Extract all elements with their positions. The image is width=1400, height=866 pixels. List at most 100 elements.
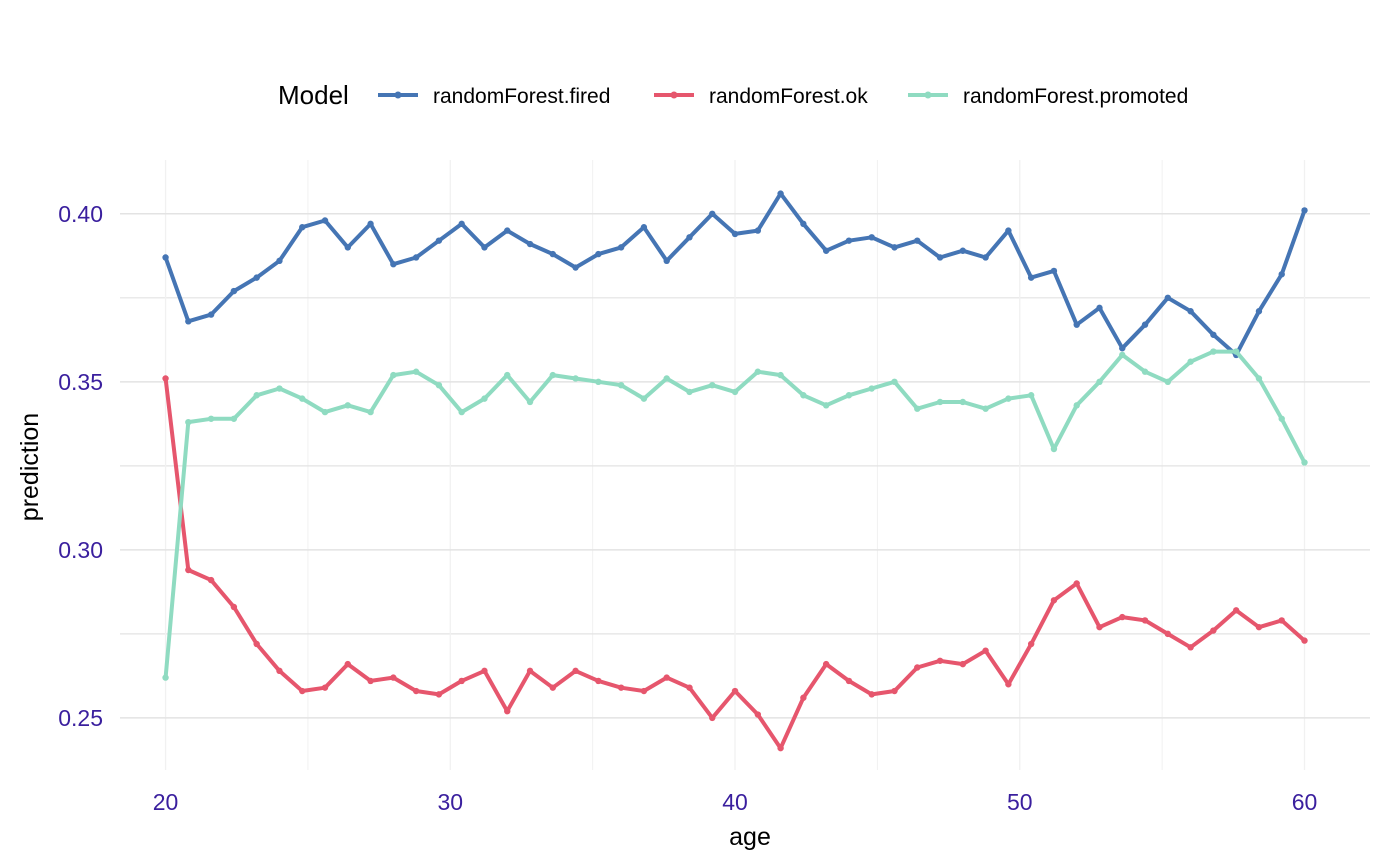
data-point bbox=[640, 395, 648, 402]
data-point bbox=[754, 368, 762, 375]
data-point bbox=[982, 405, 989, 412]
data-point bbox=[1278, 617, 1285, 624]
data-point bbox=[390, 371, 397, 379]
data-point bbox=[800, 392, 807, 399]
data-point bbox=[207, 311, 215, 318]
data-point bbox=[1278, 415, 1285, 422]
legend-item: randomForest.ok bbox=[654, 85, 868, 108]
data-point bbox=[663, 674, 670, 681]
data-point bbox=[959, 247, 967, 254]
data-point bbox=[868, 234, 875, 241]
data-point bbox=[1255, 375, 1263, 382]
data-point bbox=[822, 247, 830, 254]
data-point bbox=[344, 660, 351, 668]
data-point bbox=[845, 237, 853, 244]
data-point bbox=[686, 684, 693, 691]
data-point bbox=[458, 220, 465, 228]
data-point bbox=[299, 687, 306, 695]
data-point bbox=[526, 240, 534, 248]
data-point bbox=[1232, 348, 1240, 355]
data-point bbox=[1050, 597, 1058, 604]
legend: Model randomForest.fired randomForest.ok r… bbox=[278, 80, 1188, 110]
y-axis-ticks: 0.25 0.30 0.35 0.40 bbox=[58, 201, 103, 731]
data-point bbox=[321, 217, 329, 224]
data-point bbox=[959, 660, 967, 668]
data-point bbox=[367, 408, 374, 416]
data-point bbox=[663, 257, 670, 265]
data-point bbox=[1232, 607, 1240, 614]
data-point bbox=[1050, 267, 1058, 275]
data-point bbox=[709, 381, 716, 389]
x-axis-title: age bbox=[729, 823, 771, 851]
data-point bbox=[1187, 308, 1194, 315]
data-point bbox=[1073, 321, 1080, 328]
data-point bbox=[1119, 345, 1126, 352]
data-point bbox=[435, 237, 443, 244]
data-point bbox=[1301, 207, 1308, 214]
data-point bbox=[1210, 627, 1217, 634]
data-point bbox=[731, 388, 739, 396]
data-point bbox=[1255, 623, 1263, 631]
data-point bbox=[299, 395, 306, 402]
legend-items: randomForest.fired randomForest.ok randomF… bbox=[378, 85, 1188, 108]
data-point bbox=[754, 227, 762, 234]
data-point bbox=[595, 378, 602, 386]
data-point bbox=[1164, 294, 1172, 301]
legend-item: randomForest.fired bbox=[378, 85, 610, 108]
data-point bbox=[1141, 617, 1149, 624]
data-point bbox=[299, 224, 306, 231]
data-point bbox=[185, 318, 192, 325]
data-point bbox=[914, 405, 921, 412]
data-point bbox=[617, 244, 625, 251]
data-point bbox=[572, 375, 579, 382]
data-point bbox=[253, 392, 260, 399]
data-point bbox=[1278, 271, 1285, 278]
data-point bbox=[936, 398, 944, 406]
data-point bbox=[640, 687, 648, 695]
data-point bbox=[435, 381, 443, 389]
data-point bbox=[595, 250, 602, 258]
data-point bbox=[959, 398, 967, 406]
data-point bbox=[982, 647, 989, 654]
data-point bbox=[800, 694, 807, 701]
data-point bbox=[914, 664, 921, 671]
data-point bbox=[891, 244, 898, 251]
data-point bbox=[481, 244, 488, 251]
data-point bbox=[230, 603, 238, 611]
data-point bbox=[344, 402, 351, 409]
data-point bbox=[504, 371, 511, 379]
data-point bbox=[435, 691, 443, 698]
data-point bbox=[1096, 378, 1103, 386]
data-point bbox=[572, 667, 579, 675]
data-point bbox=[504, 707, 511, 715]
data-point bbox=[367, 220, 374, 228]
data-point bbox=[1210, 348, 1217, 355]
x-tick-label: 40 bbox=[722, 789, 748, 815]
data-point bbox=[777, 371, 784, 379]
data-point bbox=[1164, 378, 1172, 386]
data-point bbox=[777, 744, 784, 752]
data-point bbox=[549, 371, 557, 379]
series-randomForest.ok bbox=[162, 375, 1308, 752]
series-layer bbox=[162, 190, 1308, 752]
data-point bbox=[185, 418, 192, 426]
data-point bbox=[845, 392, 853, 399]
data-point bbox=[1096, 304, 1103, 312]
data-point bbox=[276, 257, 283, 265]
y-axis-title: prediction bbox=[16, 413, 44, 521]
data-point bbox=[1050, 445, 1058, 453]
data-point bbox=[868, 691, 875, 698]
data-point bbox=[891, 378, 898, 386]
data-point bbox=[731, 687, 739, 695]
data-point bbox=[1027, 640, 1035, 648]
data-point bbox=[367, 677, 374, 685]
data-point bbox=[321, 408, 329, 416]
data-point bbox=[1005, 227, 1012, 234]
data-point bbox=[777, 190, 784, 197]
data-point bbox=[1301, 637, 1308, 644]
data-point bbox=[321, 684, 329, 691]
data-point bbox=[253, 640, 260, 648]
data-point bbox=[276, 385, 283, 392]
data-point bbox=[1027, 392, 1035, 399]
